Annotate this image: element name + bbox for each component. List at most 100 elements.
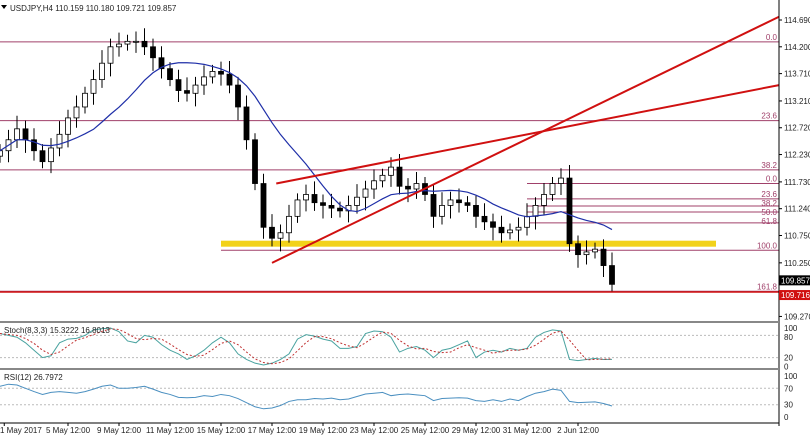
- candle-body: [294, 199, 301, 217]
- level-label: 30: [784, 401, 793, 410]
- candle-body: [226, 73, 233, 86]
- candle: [464, 196, 471, 212]
- candle-body: [99, 62, 105, 81]
- price-tick-label: 113.210: [784, 97, 810, 106]
- candle: [405, 178, 411, 203]
- candle: [226, 61, 233, 94]
- candle-body: [456, 199, 462, 204]
- candle: [39, 144, 46, 169]
- line-price-label: 109.716: [781, 291, 810, 300]
- candle: [379, 168, 386, 188]
- price-tick-label: 112.230: [784, 151, 810, 160]
- candle: [82, 86, 88, 114]
- candle: [396, 154, 403, 195]
- candle: [362, 180, 369, 211]
- candle: [549, 176, 556, 202]
- candle: [566, 164, 573, 252]
- candle: [269, 214, 275, 247]
- rsi-pane[interactable]: 100 70 30 0: [0, 372, 798, 422]
- candle-body: [609, 265, 615, 285]
- candle-body: [541, 194, 547, 206]
- candle-body: [490, 221, 496, 228]
- time-tick-label: 29 May 12:00: [452, 426, 501, 435]
- candle: [124, 34, 131, 51]
- candle-body: [175, 79, 182, 91]
- level-label: 80: [784, 333, 793, 342]
- candle-body: [141, 40, 148, 48]
- bid-price-tag: [779, 275, 810, 286]
- candle-body: [439, 205, 445, 217]
- candle-body: [22, 128, 29, 141]
- symbol-header: USDJPY,H4 110.159 110.180 109.721 109.85…: [10, 4, 177, 13]
- candle-body: [269, 226, 275, 239]
- candle-body: [209, 71, 216, 78]
- candle-body: [379, 174, 386, 182]
- line-price-tag: [779, 290, 810, 301]
- candle: [99, 50, 105, 88]
- fib-level-label: 38.2: [761, 199, 777, 208]
- fib-level-label: 100.0: [757, 241, 778, 250]
- fib-level-label: 23.6: [761, 190, 777, 199]
- candle: [56, 121, 63, 157]
- candle: [116, 32, 122, 57]
- candle-body: [507, 229, 513, 234]
- candle-body: [277, 232, 284, 239]
- trendline: [276, 84, 780, 185]
- candle-body: [320, 202, 326, 206]
- candle: [490, 213, 496, 241]
- candle-body: [107, 46, 114, 64]
- candle-body: [158, 57, 165, 70]
- candle-body: [82, 92, 88, 108]
- candle-body: [235, 84, 241, 108]
- candle-body: [150, 46, 156, 59]
- candle: [558, 168, 564, 196]
- candle: [524, 203, 530, 236]
- fib-level-label: 0.0: [766, 175, 778, 184]
- candle: [311, 181, 318, 211]
- time-tick-label: 1 May 2017: [0, 426, 42, 435]
- price-tick-label: 111.730: [784, 178, 810, 187]
- time-tick-label: 19 May 12:00: [299, 426, 348, 435]
- price-tick-label: 109.270: [784, 312, 810, 321]
- candle-body: [575, 243, 581, 256]
- candle: [90, 69, 97, 105]
- level-label: 0: [784, 413, 789, 422]
- level-label: 70: [784, 384, 793, 393]
- candle-body: [65, 117, 71, 135]
- time-tick-label: 17 May 12:00: [248, 426, 297, 435]
- candle: [456, 188, 462, 213]
- candle: [388, 157, 394, 187]
- candle: [320, 194, 326, 219]
- candle-body: [48, 147, 54, 163]
- candle: [286, 204, 292, 243]
- price-tick-label: 110.750: [784, 231, 810, 240]
- candle-body: [447, 199, 454, 206]
- fib-level-label: 161.8: [757, 282, 778, 291]
- dropdown-triangle-icon[interactable]: [1, 5, 7, 9]
- candle-body: [473, 205, 479, 217]
- candle-body: [362, 188, 369, 198]
- fib-level-label: 61.8: [761, 217, 777, 226]
- time-tick-label: 11 May 12:00: [146, 426, 194, 435]
- candle-body: [260, 183, 267, 228]
- candle-body: [184, 90, 190, 94]
- stoch-label: Stoch(8,3,3) 15.3222 16.8013: [4, 326, 110, 335]
- candle: [600, 239, 607, 278]
- candle-body: [464, 202, 471, 206]
- fib-level-label: 23.6: [761, 112, 777, 121]
- candle: [73, 95, 80, 128]
- candle-body: [192, 84, 199, 94]
- candle-body: [31, 139, 37, 152]
- candle: [473, 195, 479, 228]
- candle-body: [583, 251, 590, 256]
- candle-body: [243, 106, 250, 141]
- candle-body: [14, 128, 20, 141]
- candle-body: [124, 40, 131, 45]
- time-tick-label: 5 May 12:00: [46, 426, 91, 435]
- level-label: 100: [784, 372, 798, 381]
- price-tick-label: 114.690: [784, 16, 810, 25]
